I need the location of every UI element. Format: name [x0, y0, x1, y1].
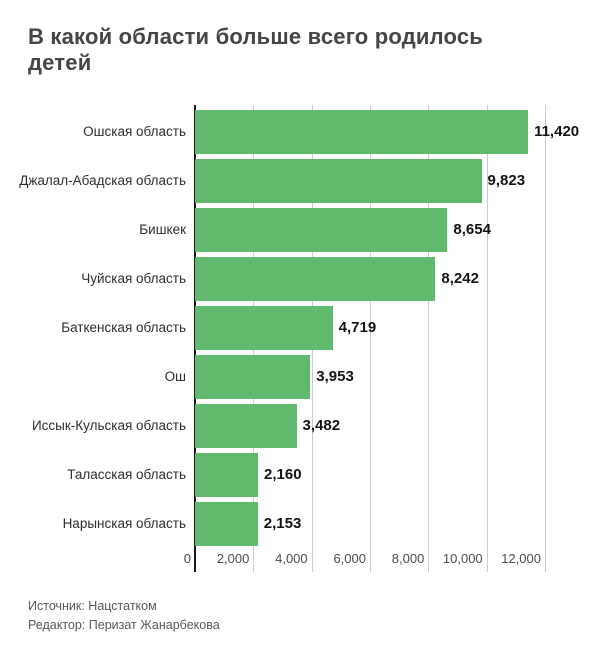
gridline: [370, 105, 371, 572]
x-axis-tick-label: 8,000: [391, 551, 425, 566]
bar-row: Иссык-Кульская область 3,482: [0, 404, 600, 448]
editor-note: Редактор: Перизат Жанарбекова: [28, 618, 220, 632]
value-label: 3,953: [316, 368, 354, 385]
bar: [195, 110, 529, 154]
value-label: 2,153: [263, 515, 302, 532]
bar-row: Ошская область 11,420: [0, 110, 600, 154]
bar: [195, 159, 482, 203]
bar-row: Баткенская область 4,719: [0, 306, 600, 350]
bar-row: Таласская область 2,160: [0, 453, 600, 497]
gridline: [428, 105, 430, 572]
x-axis-tick-label: 0: [183, 551, 191, 566]
bar: [195, 502, 258, 546]
chart-footer: Источник: Нацстатком Редактор: Перизат Ж…: [28, 597, 220, 635]
bar-row: Бишкек 8,654: [0, 208, 600, 252]
bar: [195, 208, 448, 252]
bar: [195, 257, 436, 301]
x-axis-tick-label: 10,000: [442, 551, 483, 566]
category-label: Таласская область: [67, 467, 186, 482]
bar-row: Ош 3,953: [0, 355, 600, 399]
category-label: Баткенская область: [61, 320, 186, 335]
value-label: 8,242: [441, 270, 479, 287]
category-label: Нарынская область: [62, 516, 186, 531]
bar: [195, 453, 258, 497]
category-label: Ош: [164, 369, 186, 384]
x-axis-tick-label: 12,000: [501, 551, 541, 566]
x-axis-tick-label: 4,000: [275, 551, 308, 566]
source-note: Источник: Нацстатком: [28, 599, 157, 613]
category-label: Иссык-Кульская область: [31, 418, 186, 433]
value-label: 4,719: [338, 319, 377, 336]
chart-title: В какой области больше всего родилось де…: [28, 24, 483, 75]
value-label: 8,654: [453, 221, 491, 238]
bar: [195, 306, 333, 350]
category-label: Чуйская область: [81, 271, 186, 286]
value-label: 11,420: [534, 123, 580, 140]
value-label: 9,823: [487, 172, 526, 189]
value-label: 3,482: [302, 417, 341, 434]
category-label: Джалал-Абадская область: [19, 173, 186, 188]
bar-row: Чуйская область 8,242: [0, 257, 600, 301]
bar-row: Джалал-Абадская область 9,823: [0, 159, 600, 203]
x-axis-tick-label: 6,000: [333, 551, 366, 566]
bar-row: Нарынская область 2,153: [0, 502, 600, 546]
gridline: [486, 105, 488, 572]
category-label: Бишкек: [139, 222, 186, 237]
bar: [195, 355, 311, 399]
x-axis-tick-label: 2,000: [216, 551, 250, 566]
category-label: Ошская область: [83, 124, 186, 139]
value-label: 2,160: [264, 466, 302, 483]
gridline: [545, 105, 546, 572]
bar: [195, 404, 297, 448]
